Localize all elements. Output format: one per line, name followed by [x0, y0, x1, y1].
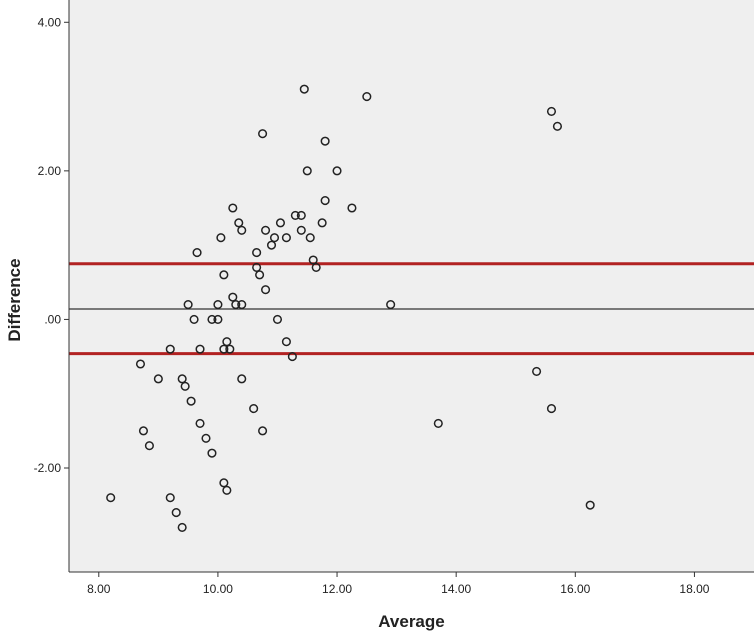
data-point-29	[228, 292, 238, 302]
data-point-43	[261, 225, 271, 235]
data-point-68	[546, 106, 557, 116]
data-point-60	[320, 136, 330, 146]
data-point-18	[207, 314, 217, 324]
data-point-19	[207, 448, 217, 458]
data-point-4	[153, 374, 163, 384]
data-point-70	[552, 121, 562, 131]
data-point-71	[585, 500, 595, 510]
data-point-52	[296, 210, 306, 220]
data-point-10	[180, 381, 190, 391]
data-point-36	[249, 404, 259, 414]
data-point-56	[305, 233, 315, 243]
data-point-2	[138, 426, 149, 436]
y-tick-label-3: 4.00	[38, 15, 62, 29]
x-tick-label-3: 14.00	[441, 582, 471, 596]
data-point-33	[237, 225, 247, 235]
data-points	[106, 84, 595, 532]
data-point-55	[302, 166, 312, 176]
data-point-9	[177, 374, 187, 384]
data-point-14	[192, 248, 202, 258]
data-point-51	[290, 210, 300, 220]
data-point-24	[219, 344, 229, 354]
data-point-66	[433, 418, 443, 428]
data-point-35	[237, 374, 247, 384]
data-point-41	[258, 426, 268, 436]
data-point-1	[135, 359, 146, 369]
x-tick-label-5: 18.00	[679, 582, 709, 596]
x-tick-label-2: 12.00	[322, 582, 352, 596]
data-point-21	[213, 300, 223, 310]
data-point-3	[144, 441, 154, 451]
data-point-32	[234, 218, 244, 228]
x-axis-ticks: 8.00 10.00 12.00 14.00 16.00 18.00	[87, 572, 710, 596]
data-point-46	[272, 314, 283, 324]
x-tick-label-4: 16.00	[560, 582, 590, 596]
data-point-45	[269, 233, 280, 243]
y-tick-label-0: -2.00	[34, 461, 62, 475]
data-point-40	[258, 129, 268, 139]
data-point-38	[252, 248, 262, 258]
y-axis-ticks: -2.00 .00 2.00 4.00	[34, 15, 69, 475]
data-point-13	[189, 314, 199, 324]
data-point-30	[228, 203, 238, 213]
y-tick-label-1: .00	[44, 312, 61, 326]
data-point-42	[261, 285, 271, 295]
y-tick-label-2: 2.00	[38, 164, 62, 178]
data-point-58	[311, 262, 321, 272]
data-point-63	[347, 203, 357, 213]
data-point-23	[219, 270, 229, 280]
data-point-26	[222, 337, 232, 347]
data-point-62	[332, 166, 342, 176]
data-point-48	[281, 233, 291, 243]
data-point-27	[222, 485, 232, 495]
data-point-61	[320, 196, 330, 206]
data-point-5	[165, 344, 175, 354]
data-point-7	[171, 508, 181, 518]
x-tick-label-1: 10.00	[203, 582, 233, 596]
x-tick-label-0: 8.00	[87, 582, 111, 596]
data-point-54	[299, 84, 309, 94]
data-point-34	[237, 300, 247, 310]
data-point-8	[177, 522, 187, 532]
data-point-20	[213, 314, 223, 324]
data-point-0	[106, 493, 116, 503]
data-point-59	[317, 218, 327, 228]
data-point-22	[216, 233, 226, 243]
data-point-28	[225, 344, 235, 354]
data-point-6	[165, 493, 175, 503]
data-point-11	[183, 300, 193, 310]
y-axis-title: Difference	[5, 258, 24, 341]
data-point-25	[219, 478, 229, 488]
data-point-47	[275, 218, 286, 228]
data-point-64	[362, 92, 372, 102]
data-point-53	[296, 225, 306, 235]
data-point-69	[546, 404, 557, 414]
data-point-50	[287, 352, 297, 362]
x-axis-title: Average	[378, 612, 444, 631]
plot-area	[69, 0, 754, 572]
data-point-31	[231, 300, 241, 310]
data-point-57	[308, 255, 318, 265]
data-point-17	[201, 433, 211, 443]
data-point-15	[195, 344, 205, 354]
data-point-65	[386, 300, 396, 310]
reference-lines	[69, 262, 754, 356]
data-point-12	[186, 396, 196, 406]
data-point-49	[281, 337, 291, 347]
data-point-67	[532, 366, 542, 376]
data-point-44	[266, 240, 277, 250]
data-point-16	[195, 418, 205, 428]
data-point-39	[255, 270, 265, 280]
data-point-37	[252, 262, 262, 272]
